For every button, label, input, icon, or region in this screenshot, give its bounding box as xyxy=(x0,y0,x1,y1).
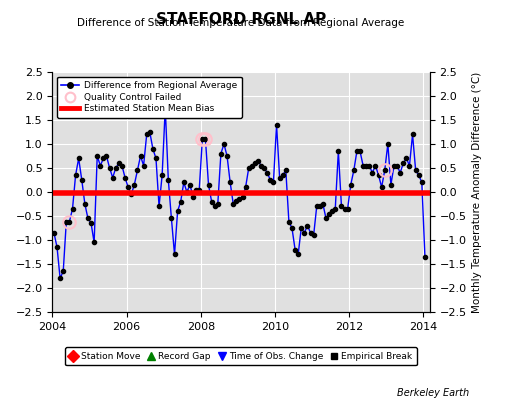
Legend: Difference from Regional Average, Quality Control Failed, Estimated Station Mean: Difference from Regional Average, Qualit… xyxy=(57,76,242,118)
Text: Berkeley Earth: Berkeley Earth xyxy=(397,388,469,398)
Legend: Station Move, Record Gap, Time of Obs. Change, Empirical Break: Station Move, Record Gap, Time of Obs. C… xyxy=(66,348,417,366)
Y-axis label: Monthly Temperature Anomaly Difference (°C): Monthly Temperature Anomaly Difference (… xyxy=(472,71,482,313)
Text: Difference of Station Temperature Data from Regional Average: Difference of Station Temperature Data f… xyxy=(78,18,405,28)
Text: STAFFORD RGNL AP: STAFFORD RGNL AP xyxy=(156,12,326,27)
